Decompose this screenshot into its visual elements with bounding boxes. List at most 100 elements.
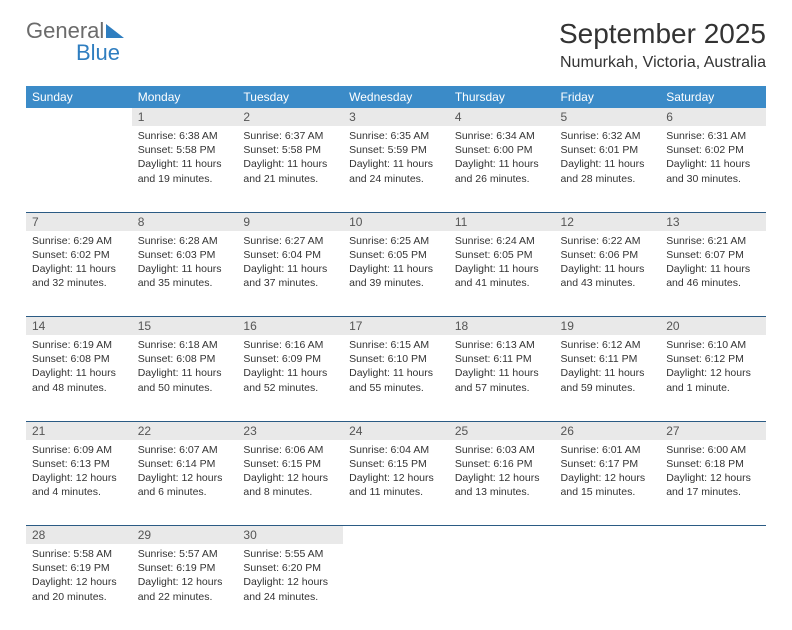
day-number-cell: 1: [132, 108, 238, 126]
day-number-cell: [343, 526, 449, 545]
daylight-text: Daylight: 12 hours and 11 minutes.: [349, 471, 443, 499]
day-header: Tuesday: [237, 86, 343, 108]
day-body-row: Sunrise: 6:29 AMSunset: 6:02 PMDaylight:…: [26, 231, 766, 317]
day-body-cell: Sunrise: 6:18 AMSunset: 6:08 PMDaylight:…: [132, 335, 238, 421]
day-body-cell: Sunrise: 6:37 AMSunset: 5:58 PMDaylight:…: [237, 126, 343, 212]
daylight-text: Daylight: 12 hours and 13 minutes.: [455, 471, 549, 499]
day-number-cell: 24: [343, 421, 449, 440]
day-number-cell: 23: [237, 421, 343, 440]
sunset-text: Sunset: 6:19 PM: [32, 561, 126, 575]
day-number-row: 21222324252627: [26, 421, 766, 440]
day-number-cell: 29: [132, 526, 238, 545]
sunset-text: Sunset: 6:08 PM: [138, 352, 232, 366]
day-body-cell: [660, 544, 766, 630]
day-body-cell: Sunrise: 6:09 AMSunset: 6:13 PMDaylight:…: [26, 440, 132, 526]
sunrise-text: Sunrise: 6:07 AM: [138, 443, 232, 457]
day-body-cell: Sunrise: 6:28 AMSunset: 6:03 PMDaylight:…: [132, 231, 238, 317]
sunrise-text: Sunrise: 6:12 AM: [561, 338, 655, 352]
daylight-text: Daylight: 11 hours and 19 minutes.: [138, 157, 232, 185]
daylight-text: Daylight: 11 hours and 57 minutes.: [455, 366, 549, 394]
month-title: September 2025: [559, 18, 766, 50]
day-details: Sunrise: 6:27 AMSunset: 6:04 PMDaylight:…: [237, 231, 343, 297]
day-details: Sunrise: 6:37 AMSunset: 5:58 PMDaylight:…: [237, 126, 343, 192]
day-number-cell: 5: [555, 108, 661, 126]
day-number-cell: 12: [555, 212, 661, 231]
day-details: Sunrise: 5:55 AMSunset: 6:20 PMDaylight:…: [237, 544, 343, 610]
sunrise-text: Sunrise: 6:34 AM: [455, 129, 549, 143]
sunset-text: Sunset: 6:16 PM: [455, 457, 549, 471]
sunrise-text: Sunrise: 6:06 AM: [243, 443, 337, 457]
day-body-cell: Sunrise: 6:03 AMSunset: 6:16 PMDaylight:…: [449, 440, 555, 526]
day-details: Sunrise: 6:07 AMSunset: 6:14 PMDaylight:…: [132, 440, 238, 506]
sunrise-text: Sunrise: 6:24 AM: [455, 234, 549, 248]
sunrise-text: Sunrise: 6:03 AM: [455, 443, 549, 457]
day-number-cell: 13: [660, 212, 766, 231]
daylight-text: Daylight: 12 hours and 24 minutes.: [243, 575, 337, 603]
day-details: Sunrise: 6:18 AMSunset: 6:08 PMDaylight:…: [132, 335, 238, 401]
day-number-cell: 6: [660, 108, 766, 126]
daylight-text: Daylight: 12 hours and 22 minutes.: [138, 575, 232, 603]
sunrise-text: Sunrise: 6:25 AM: [349, 234, 443, 248]
daylight-text: Daylight: 11 hours and 46 minutes.: [666, 262, 760, 290]
sunrise-text: Sunrise: 6:10 AM: [666, 338, 760, 352]
day-body-cell: Sunrise: 6:34 AMSunset: 6:00 PMDaylight:…: [449, 126, 555, 212]
day-body-cell: Sunrise: 6:04 AMSunset: 6:15 PMDaylight:…: [343, 440, 449, 526]
day-details: Sunrise: 6:22 AMSunset: 6:06 PMDaylight:…: [555, 231, 661, 297]
day-body-cell: Sunrise: 6:06 AMSunset: 6:15 PMDaylight:…: [237, 440, 343, 526]
day-body-cell: Sunrise: 6:21 AMSunset: 6:07 PMDaylight:…: [660, 231, 766, 317]
day-number-row: 282930: [26, 526, 766, 545]
sunset-text: Sunset: 6:12 PM: [666, 352, 760, 366]
sunset-text: Sunset: 5:59 PM: [349, 143, 443, 157]
day-number-cell: 14: [26, 317, 132, 336]
day-number-cell: 20: [660, 317, 766, 336]
day-body-cell: Sunrise: 6:13 AMSunset: 6:11 PMDaylight:…: [449, 335, 555, 421]
day-number-cell: 28: [26, 526, 132, 545]
sunrise-text: Sunrise: 6:32 AM: [561, 129, 655, 143]
day-number-cell: 4: [449, 108, 555, 126]
sunset-text: Sunset: 6:02 PM: [666, 143, 760, 157]
sunrise-text: Sunrise: 6:21 AM: [666, 234, 760, 248]
day-details: Sunrise: 6:06 AMSunset: 6:15 PMDaylight:…: [237, 440, 343, 506]
daylight-text: Daylight: 12 hours and 8 minutes.: [243, 471, 337, 499]
day-body-cell: Sunrise: 6:15 AMSunset: 6:10 PMDaylight:…: [343, 335, 449, 421]
day-number-cell: 16: [237, 317, 343, 336]
daylight-text: Daylight: 12 hours and 15 minutes.: [561, 471, 655, 499]
location: Numurkah, Victoria, Australia: [559, 54, 766, 72]
day-details: Sunrise: 6:38 AMSunset: 5:58 PMDaylight:…: [132, 126, 238, 192]
day-details: Sunrise: 6:31 AMSunset: 6:02 PMDaylight:…: [660, 126, 766, 192]
sunrise-text: Sunrise: 6:13 AM: [455, 338, 549, 352]
day-number-cell: 17: [343, 317, 449, 336]
daylight-text: Daylight: 11 hours and 26 minutes.: [455, 157, 549, 185]
day-details: Sunrise: 6:10 AMSunset: 6:12 PMDaylight:…: [660, 335, 766, 401]
day-number-row: 14151617181920: [26, 317, 766, 336]
sunset-text: Sunset: 6:11 PM: [455, 352, 549, 366]
day-header: Friday: [555, 86, 661, 108]
day-number-cell: 10: [343, 212, 449, 231]
day-body-cell: [26, 126, 132, 212]
sunset-text: Sunset: 6:05 PM: [455, 248, 549, 262]
day-details: Sunrise: 6:28 AMSunset: 6:03 PMDaylight:…: [132, 231, 238, 297]
daylight-text: Daylight: 12 hours and 6 minutes.: [138, 471, 232, 499]
day-header: Monday: [132, 86, 238, 108]
sunset-text: Sunset: 6:13 PM: [32, 457, 126, 471]
sunrise-text: Sunrise: 6:09 AM: [32, 443, 126, 457]
day-number-cell: [449, 526, 555, 545]
day-body-cell: Sunrise: 6:27 AMSunset: 6:04 PMDaylight:…: [237, 231, 343, 317]
daylight-text: Daylight: 11 hours and 55 minutes.: [349, 366, 443, 394]
day-body-cell: Sunrise: 6:10 AMSunset: 6:12 PMDaylight:…: [660, 335, 766, 421]
daylight-text: Daylight: 11 hours and 28 minutes.: [561, 157, 655, 185]
day-body-row: Sunrise: 6:19 AMSunset: 6:08 PMDaylight:…: [26, 335, 766, 421]
sunrise-text: Sunrise: 5:55 AM: [243, 547, 337, 561]
sunset-text: Sunset: 6:09 PM: [243, 352, 337, 366]
daylight-text: Daylight: 12 hours and 1 minute.: [666, 366, 760, 394]
sunset-text: Sunset: 6:04 PM: [243, 248, 337, 262]
day-body-cell: [555, 544, 661, 630]
daylight-text: Daylight: 11 hours and 50 minutes.: [138, 366, 232, 394]
sunset-text: Sunset: 6:20 PM: [243, 561, 337, 575]
sunset-text: Sunset: 6:08 PM: [32, 352, 126, 366]
sunrise-text: Sunrise: 6:15 AM: [349, 338, 443, 352]
sunset-text: Sunset: 5:58 PM: [243, 143, 337, 157]
day-details: Sunrise: 6:12 AMSunset: 6:11 PMDaylight:…: [555, 335, 661, 401]
day-body-cell: Sunrise: 6:00 AMSunset: 6:18 PMDaylight:…: [660, 440, 766, 526]
sunrise-text: Sunrise: 6:29 AM: [32, 234, 126, 248]
